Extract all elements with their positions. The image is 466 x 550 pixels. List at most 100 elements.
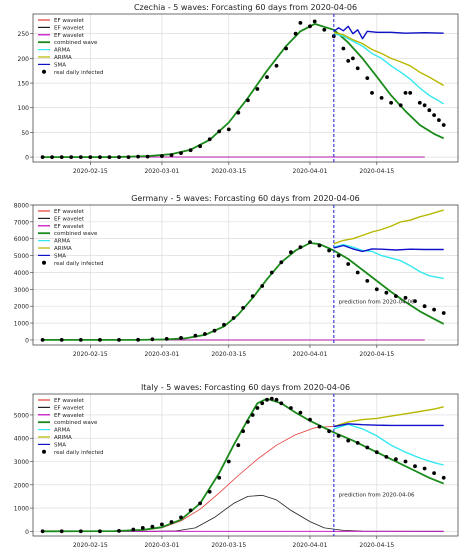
data-point bbox=[164, 337, 169, 341]
data-point bbox=[169, 520, 174, 524]
data-point bbox=[136, 154, 141, 159]
data-point bbox=[212, 328, 217, 333]
data-point bbox=[250, 294, 255, 298]
data-point bbox=[441, 311, 446, 315]
y-tick-label: 0 bbox=[25, 337, 29, 344]
data-point bbox=[140, 526, 145, 530]
data-point bbox=[255, 87, 260, 91]
data-point bbox=[317, 243, 322, 248]
data-point bbox=[217, 475, 222, 480]
x-tick-label: 2020-03-15 bbox=[211, 168, 246, 175]
data-point bbox=[336, 434, 341, 438]
data-point bbox=[78, 529, 83, 534]
data-point bbox=[394, 294, 398, 298]
chart-title: Germany - 5 waves: Forcasting 60 days fr… bbox=[131, 194, 360, 203]
data-point bbox=[59, 155, 64, 160]
x-tick-label: 2020-04-15 bbox=[359, 168, 394, 175]
series-line bbox=[333, 244, 444, 253]
y-tick-label: 1000 bbox=[14, 321, 29, 328]
y-tick-label: 4000 bbox=[14, 270, 29, 277]
data-point bbox=[308, 240, 312, 245]
legend-label: EF wavelet bbox=[54, 33, 85, 39]
data-point bbox=[188, 148, 193, 153]
data-point bbox=[179, 515, 183, 520]
y-tick-label: 4000 bbox=[14, 436, 29, 443]
data-point bbox=[246, 98, 250, 103]
data-point bbox=[59, 338, 64, 342]
series-line bbox=[333, 423, 444, 466]
data-point bbox=[379, 96, 384, 100]
series-line bbox=[333, 25, 444, 40]
data-point bbox=[160, 522, 164, 527]
data-point bbox=[394, 457, 398, 462]
x-tick-label: 2020-04-01 bbox=[293, 542, 328, 549]
data-point bbox=[169, 153, 174, 158]
data-point bbox=[136, 337, 141, 342]
data-point bbox=[179, 151, 183, 156]
y-tick-label: 3000 bbox=[14, 287, 29, 294]
data-point bbox=[269, 396, 274, 401]
data-point bbox=[365, 76, 370, 80]
legend-swatch bbox=[42, 260, 46, 265]
legend-label: ARIMA bbox=[54, 55, 72, 61]
legend-label: SMA bbox=[54, 253, 66, 259]
y-tick-label: 100 bbox=[18, 105, 30, 112]
prediction-annotation: prediction from 2020-04-06 bbox=[339, 300, 415, 306]
legend-label: EF wavelet bbox=[54, 216, 85, 222]
data-point bbox=[422, 103, 427, 108]
data-point bbox=[241, 306, 246, 310]
series-line bbox=[42, 22, 445, 159]
data-point bbox=[88, 155, 93, 160]
data-point bbox=[327, 429, 331, 434]
data-point bbox=[298, 410, 303, 415]
y-tick-label: 250 bbox=[18, 31, 30, 38]
legend-label: EF wavelet bbox=[54, 224, 85, 230]
data-point bbox=[188, 508, 193, 513]
data-point bbox=[207, 489, 212, 494]
series-line bbox=[333, 406, 444, 428]
data-point bbox=[274, 397, 279, 402]
x-tick-label: 2020-04-15 bbox=[359, 542, 394, 549]
legend-label: ARMA bbox=[54, 239, 70, 245]
data-point bbox=[269, 270, 274, 275]
data-point bbox=[241, 429, 246, 434]
legend-label: combined wave bbox=[54, 231, 98, 237]
data-point bbox=[145, 154, 150, 159]
legend-label: EF wavelet bbox=[54, 398, 85, 404]
data-point bbox=[217, 129, 222, 134]
y-tick-label: 3000 bbox=[14, 459, 29, 466]
data-point bbox=[193, 333, 198, 338]
data-point bbox=[298, 245, 303, 250]
data-point bbox=[384, 455, 389, 459]
y-tick-label: 5000 bbox=[14, 412, 29, 419]
data-point bbox=[236, 110, 241, 115]
legend-label: SMA bbox=[54, 62, 66, 68]
data-point bbox=[422, 304, 427, 309]
y-tick-label: 2000 bbox=[14, 304, 29, 311]
plot-frame bbox=[32, 393, 459, 537]
series-line bbox=[333, 33, 445, 105]
data-point bbox=[279, 260, 284, 265]
data-point bbox=[346, 59, 351, 63]
data-point bbox=[69, 155, 74, 160]
data-point bbox=[284, 46, 288, 51]
series-line bbox=[333, 243, 444, 280]
y-tick-label: 6000 bbox=[14, 236, 29, 243]
data-point bbox=[150, 524, 155, 529]
data-point bbox=[422, 466, 427, 471]
data-point bbox=[398, 103, 403, 108]
data-point bbox=[203, 332, 207, 336]
data-point bbox=[40, 529, 45, 534]
series-line bbox=[42, 397, 445, 533]
data-point bbox=[150, 337, 155, 342]
y-tick-label: 8000 bbox=[14, 203, 29, 210]
data-point bbox=[346, 438, 351, 443]
y-tick-label: 1000 bbox=[14, 506, 29, 513]
chart-panel-1: Czechia - 5 waves: Forcasting 60 days fr… bbox=[18, 3, 459, 175]
data-point bbox=[226, 127, 231, 132]
y-tick-label: 0 bbox=[25, 155, 29, 162]
data-point bbox=[413, 464, 417, 469]
series-line bbox=[42, 494, 444, 532]
